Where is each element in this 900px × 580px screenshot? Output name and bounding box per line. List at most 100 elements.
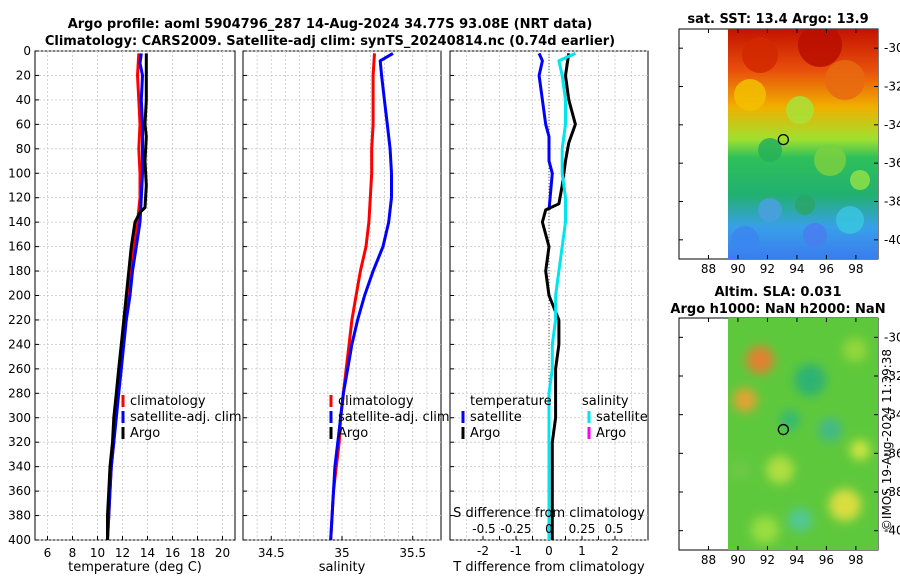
depth-tick-label: 260 <box>8 362 31 376</box>
legend-label-climatology: climatology <box>338 394 414 409</box>
sst-patch <box>742 37 778 73</box>
x-tick-label: 0 <box>545 544 553 558</box>
s-difference-tick-labels: -0.5 -0.25 0 0.25 0.5 <box>472 522 623 536</box>
argo-position-marker <box>777 423 790 436</box>
sst-patch <box>795 195 815 215</box>
lon-tick-label: 96 <box>819 553 834 567</box>
legend-label-satellite: satellite-adj. clim <box>338 410 450 425</box>
sla-patch <box>850 440 870 460</box>
sla-patch <box>829 489 861 521</box>
legend-label-climatology: climatology <box>130 394 206 409</box>
depth-tick-label: 380 <box>8 509 31 523</box>
depth-tick-label: 340 <box>8 460 31 474</box>
series-temperature-argo <box>540 53 577 540</box>
x-tick-label: 2 <box>611 544 619 558</box>
lat-tick-label: -36 <box>884 156 900 170</box>
depth-tick-label: 280 <box>8 386 31 400</box>
series-satellite-adj-clim <box>329 52 394 541</box>
legend-title-salinity: salinity <box>582 394 629 409</box>
timestamp-label: ©IMOS 19-Aug-2024 11:39:38 <box>880 349 894 531</box>
series-temperature-satellite <box>537 52 554 211</box>
salinity-tick-labels: 34.5 35 35.5 <box>258 536 426 560</box>
lat-tick-label: -32 <box>884 80 900 94</box>
sla-patch <box>780 410 800 430</box>
x-tick-label: -2 <box>477 544 489 558</box>
depth-tick-label: 120 <box>8 191 31 205</box>
lon-tick-label: 98 <box>848 553 863 567</box>
sst-map-ticks: 88 90 92 94 96 98 -30 -32 -34 -36 -38 -40 <box>679 29 900 276</box>
legend-label-argo: Argo <box>338 426 368 441</box>
x-tick-label: 1 <box>578 544 586 558</box>
depth-tick-label: 300 <box>8 411 31 425</box>
s-tick-label: -0.5 <box>472 522 495 536</box>
lat-tick-label: -38 <box>884 485 900 499</box>
x-tick-label: 12 <box>115 546 130 560</box>
lon-tick-label: 90 <box>730 553 745 567</box>
depth-tick-label: 100 <box>8 166 31 180</box>
salinity-panel: 34.5 35 35.5 salinity climatology satellit… <box>242 50 450 575</box>
depth-tick-labels: 0 20 40 60 80 100 120 140 160 180 200 220 240 260 280 3… <box>8 44 31 547</box>
lat-tick-label: -40 <box>884 524 900 538</box>
lon-tick-label: 94 <box>789 262 804 276</box>
legend-label-satellite: satellite-adj. clim <box>130 410 242 425</box>
legend-label-t-argo: Argo <box>470 426 500 441</box>
lon-tick-label: 96 <box>819 262 834 276</box>
lat-tick-label: -38 <box>884 195 900 209</box>
sst-blobs <box>731 29 870 254</box>
salinity-xlabel: salinity <box>319 560 366 575</box>
difference-panel: -2 -1 0 1 2 S difference from climatology -0… <box>449 50 649 575</box>
salinity-lines <box>329 52 394 541</box>
depth-tick-label: 160 <box>8 240 31 254</box>
sla-map-title: Altim. SLA: 0.031 <box>715 285 842 300</box>
difference-grid <box>450 50 648 541</box>
legend-label-argo: Argo <box>130 426 160 441</box>
sst-map-title: sat. SST: 13.4 Argo: 13.9 <box>687 12 868 27</box>
legend-label-t-satellite: satellite <box>470 410 522 425</box>
argo-position-marker <box>777 133 790 146</box>
series-argo <box>106 53 148 540</box>
x-tick-label: 35 <box>334 546 349 560</box>
legend-title-temperature: temperature <box>470 394 552 409</box>
series-salinity-satellite <box>547 52 577 540</box>
x-tick-label: 10 <box>90 546 105 560</box>
lon-tick-label: 88 <box>701 553 716 567</box>
depth-tick-label: 360 <box>8 484 31 498</box>
x-tick-label: 14 <box>140 546 155 560</box>
x-tick-label: 35.5 <box>399 546 426 560</box>
sla-patch <box>818 418 842 442</box>
difference-legend: temperature satellite Argo salinity sate… <box>461 394 648 441</box>
lat-tick-label: -30 <box>884 330 900 344</box>
lon-tick-label: 92 <box>760 553 775 567</box>
figure-title-line1: Argo profile: aoml 5904796_287 14-Aug-20… <box>68 17 593 32</box>
sla-patch <box>746 346 774 374</box>
sla-patch <box>843 338 867 362</box>
x-tick-label: 8 <box>69 546 77 560</box>
depth-tick-label: 240 <box>8 337 31 351</box>
sla-patch <box>730 460 750 480</box>
lat-tick-label: -34 <box>884 408 900 422</box>
temperature-xlabel: temperature (deg C) <box>68 560 202 575</box>
depth-tick-label: 220 <box>8 313 31 327</box>
sla-map-subtitle: Argo h1000: NaN h2000: NaN <box>670 302 885 317</box>
lon-tick-label: 88 <box>701 262 716 276</box>
x-tick-label: 16 <box>165 546 180 560</box>
depth-tick-label: 20 <box>16 68 31 82</box>
difference-lines <box>537 52 577 540</box>
lat-tick-label: -34 <box>884 118 900 132</box>
temperature-panel: 0 20 40 60 80 100 120 140 160 180 200 220 240 260 280 3… <box>8 44 242 575</box>
sst-patch <box>850 170 870 190</box>
lon-tick-label: 94 <box>789 553 804 567</box>
sst-map-panel: sat. SST: 13.4 Argo: 13.9 88 90 92 94 96 98 -3… <box>678 12 900 276</box>
lat-tick-label: -40 <box>884 233 900 247</box>
temperature-grid <box>35 50 235 541</box>
sst-patch <box>814 144 846 176</box>
s-tick-label: 0 <box>545 522 553 536</box>
s-tick-label: -0.25 <box>500 522 531 536</box>
sla-map-ticks: 88 90 92 94 96 98 -30 -32 -34 -36 -38 -40 <box>679 318 900 567</box>
sst-patch <box>803 223 827 247</box>
lat-tick-label: -30 <box>884 41 900 55</box>
sla-field <box>728 318 878 550</box>
temperature-legend: climatology satellite-adj. clim Argo <box>121 394 242 441</box>
temperature-tick-labels: 6 8 10 12 14 16 18 20 <box>44 536 230 560</box>
